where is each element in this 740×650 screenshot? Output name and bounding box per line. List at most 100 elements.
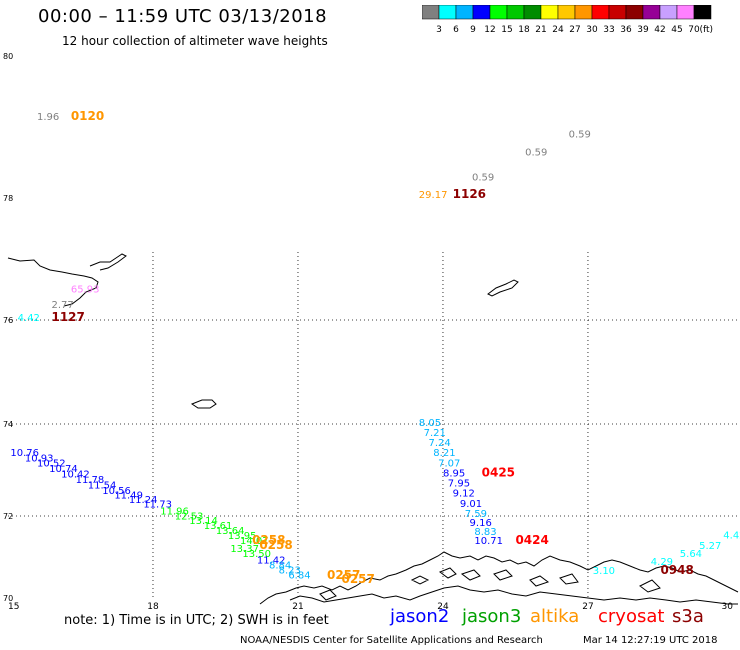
legend-altika: altika [530,606,580,627]
lon-label: 21 [292,602,303,612]
scale-tick-label: 12 [484,25,495,35]
wave-height-label: 11.73 [143,500,172,511]
wave-height-label: 8.23 [279,565,301,576]
coastline-svalbard-inlet [89,253,127,271]
wave-height-label: 29.17 [419,190,448,201]
wave-height-label: 9.12 [453,489,475,500]
wave-height-label: 10.71 [474,536,503,547]
wave-height-label: 10.76 [10,448,39,459]
wave-height-label: 9.16 [470,518,492,529]
lon-label: 24 [437,602,449,612]
pass-time-label: 1127 [51,310,84,324]
wave-height-label: 7.24 [428,438,450,449]
wave-height-label: 12.53 [175,511,204,522]
legend-s3a: s3a [672,606,704,627]
scale-tick-label: 24 [552,25,564,35]
lat-label: 80 [3,52,13,61]
wave-height-label: 7.21 [424,428,446,439]
scale-tick-label: 27 [569,25,580,35]
map-subtitle: 12 hour collection of altimeter wave hei… [62,34,328,48]
coastline-bear-island [190,399,217,409]
lon-label: 27 [582,602,593,612]
pass-time-label: 0120 [71,109,104,123]
wave-height-label: 13.61 [204,521,233,532]
wave-height-label: 13.95 [228,531,257,542]
wave-height-label: 1.96 [37,112,59,123]
wave-height-label: 13.14 [189,516,218,527]
wave-height-label: 7.59 [465,509,487,520]
lat-label: 76 [3,316,13,325]
lat-label: 70 [3,594,13,603]
wave-height-label: 7.07 [438,458,460,469]
scale-swatch [693,5,712,20]
wave-height-label: 5.64 [680,549,702,560]
wave-height-label: 2.77 [51,300,73,311]
coastline-svalbard-south [7,257,99,307]
legend-jason2: jason2 [390,606,450,627]
pass-time-label: 0948 [660,563,693,577]
pass-time-label: 0257 [327,568,360,582]
wave-height-label: 10.93 [25,454,54,465]
wave-height-label: 11.54 [88,480,117,491]
wave-height-label: 11.78 [76,475,105,486]
coastlines [7,253,739,605]
scale-tick-label: 18 [518,25,530,35]
wave-height-label: 8.05 [419,418,441,429]
wave-height-label: 7.95 [448,479,470,490]
scale-tick-label: 45 [671,25,682,35]
lon-label: 15 [8,602,19,612]
wave-height-label: 8.95 [443,468,465,479]
scale-tick-label: 33 [603,25,614,35]
wave-height-label: 10.52 [37,458,66,469]
footer-credit: NOAA/NESDIS Center for Satellite Applica… [240,635,543,646]
lat-label: 78 [3,194,13,203]
scale-tick-label: 3 [436,25,442,35]
wave-height-label: 14.07 [240,536,269,547]
scale-tick-label: 9 [470,25,476,35]
wave-height-labels: 1.96 0120 0.59 0.59 0.59 29.17 1126 65.93 2.77 4.… [10,109,740,586]
pass-time-label: 0424 [515,533,548,547]
wave-height-label: 3.10 [593,566,615,577]
wave-height-label: 10.56 [102,486,131,497]
wave-height-label: 8.84 [269,560,291,571]
scale-tick-label: 36 [620,25,632,35]
scale-tick-label: 42 [654,25,665,35]
map-title: 00:00 – 11:59 UTC 03/13/2018 [38,6,328,27]
wave-height-label: 11.96 [160,507,189,518]
footer-note: note: 1) Time is in UTC; 2) SWH is in fe… [64,613,329,628]
scale-tick-label: 15 [501,25,512,35]
pass-time-label: 1126 [453,187,486,201]
wave-height-label: 13.50 [242,549,271,560]
wave-height-label: 0.59 [569,130,591,141]
lon-label: 30 [721,602,733,612]
wave-height-label: 11.42 [257,556,286,567]
scale-tick-label: 39 [637,25,649,35]
legend-cryosat: cryosat [598,606,665,627]
coastline-kong-karls-land [487,279,519,297]
wave-height-label: 8.21 [433,448,455,459]
coastline-norway-inner [289,585,738,605]
pass-time-label: 0257 [341,572,374,586]
wave-height-label: 8.83 [474,527,496,538]
color-scale-legend: 3 6 9 12 15 18 21 24 27 30 33 36 39 42 45 70 (ft) [422,5,713,35]
coastline-norway-islands [319,567,661,601]
coastline-norway [259,551,739,605]
lon-label: 18 [147,602,159,612]
wave-height-label: 11.49 [114,491,143,502]
pass-time-label: 0258 [259,538,292,552]
wave-height-label: 6.84 [288,570,310,581]
wave-height-label: 13.37 [230,544,259,555]
legend-jason3: jason3 [462,606,522,627]
pass-time-label: 0258 [252,533,285,547]
scale-tick-label: 6 [453,25,459,35]
wave-height-label: 5.27 [699,541,721,552]
scale-tick-label: 30 [586,25,598,35]
wave-height-label: 13.64 [216,526,245,537]
footer-timestamp: Mar 14 12:27:19 UTC 2018 [583,635,718,646]
wave-height-label: 11.24 [129,495,158,506]
wave-height-label: 65.93 [71,285,100,296]
wave-height-label: 9.01 [460,499,482,510]
scale-tick-label: 21 [535,25,546,35]
